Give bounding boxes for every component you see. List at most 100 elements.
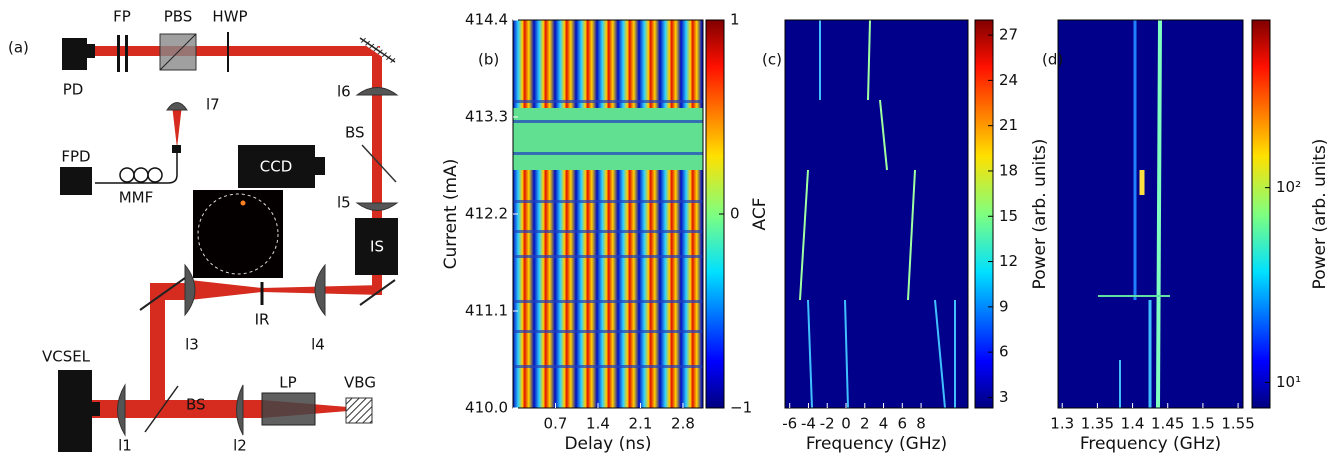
x-tick-label: 0 <box>841 415 851 433</box>
colorbar-tick-label: 1 <box>730 11 740 29</box>
colorbar <box>1251 19 1271 409</box>
panel-label: (a) <box>8 39 29 57</box>
camera-image <box>193 190 283 278</box>
integrating-sphere <box>355 218 398 275</box>
colorbar-tick-label: 3 <box>999 388 1009 406</box>
component-label: BS <box>345 124 365 142</box>
colorbar-label: Power (arb. units) <box>1310 139 1330 290</box>
heatmap-image <box>513 108 703 170</box>
component-label: PBS <box>164 8 193 26</box>
x-tick-label: 6 <box>898 415 908 433</box>
lens <box>355 202 399 211</box>
beamsplitter <box>159 33 197 71</box>
heatmap-image <box>513 365 703 368</box>
polarizer <box>261 392 316 426</box>
lens <box>166 102 188 111</box>
component-label: BS <box>186 396 206 414</box>
x-tick-label: 1.5 <box>1191 415 1215 433</box>
heatmap-image <box>907 169 916 301</box>
heatmap-image <box>513 100 703 103</box>
laser <box>58 370 92 452</box>
component-label: FPD <box>61 148 90 166</box>
panel-label: (d) <box>1042 51 1063 69</box>
x-tick-label: 2.1 <box>629 415 653 433</box>
beam <box>150 290 165 410</box>
heatmap-image <box>785 20 968 408</box>
setup-diagram: (a) PD FP PBS HWP l6 BS CCD l5 IS l4 IR … <box>8 8 399 455</box>
beam <box>190 280 382 300</box>
detector <box>62 38 87 70</box>
heatmap-image <box>934 299 946 409</box>
y-tick-label: 411.1 <box>465 302 508 320</box>
fiber <box>133 167 149 183</box>
heatmap-image <box>513 200 703 203</box>
colorbar-tick-label: 21 <box>999 116 1018 134</box>
y-tick-label: 413.3 <box>465 108 508 126</box>
x-tick-label: 1.4 <box>1121 415 1145 433</box>
camera-image <box>240 200 246 206</box>
y-tick-label: 412.2 <box>465 205 508 223</box>
beam <box>372 50 382 295</box>
x-tick-label: 2 <box>860 415 870 433</box>
camera <box>238 145 315 188</box>
fiber <box>119 167 135 183</box>
component-label: l5 <box>337 194 351 212</box>
component-label: l3 <box>185 336 199 354</box>
heatmap-image <box>867 19 871 101</box>
y-tick-label: 414.4 <box>465 11 508 29</box>
heatmap-image <box>513 255 703 258</box>
x-tick-label: 0.7 <box>544 415 568 433</box>
grating <box>345 397 373 424</box>
panel-label: (b) <box>478 51 499 69</box>
heatmap-image <box>513 152 703 155</box>
beam <box>93 46 380 56</box>
heatmap-image <box>513 230 703 233</box>
component-label: l4 <box>311 336 325 354</box>
colorbar-tick-label: 24 <box>999 71 1018 89</box>
colorbar <box>974 19 994 409</box>
colorbar-tick-label: 10¹ <box>1276 373 1301 391</box>
heatmap-image <box>807 299 813 409</box>
lens <box>236 384 244 436</box>
component-label: IR <box>255 311 270 329</box>
colorbar-label: ACF <box>750 198 770 231</box>
mirror <box>359 279 396 306</box>
heatmap-image <box>513 300 703 303</box>
heatmap-image <box>513 120 703 123</box>
x-tick-label: 1.45 <box>1151 415 1184 433</box>
component-label: VBG <box>344 374 376 392</box>
colorbar-tick-label: 0 <box>730 205 740 223</box>
colorbar-tick-label: 12 <box>999 252 1018 270</box>
lens <box>117 383 126 437</box>
fiber-port <box>172 145 181 153</box>
component-label: l7 <box>206 96 220 114</box>
charts: (b) 0.7 1.4 2.1 2.8 Delay (ns) 410.0 411.1 412.2… <box>441 11 1330 455</box>
component-label: FP <box>113 8 131 26</box>
y-axis-label: Current (mA) <box>441 159 461 270</box>
colorbar-tick-label: −1 <box>730 399 752 417</box>
detector <box>87 44 95 58</box>
x-axis-label: Frequency (GHz) <box>1080 434 1221 454</box>
colorbar-tick-label: 18 <box>999 161 1018 179</box>
x-tick-label: 4 <box>879 415 889 433</box>
component-label: PD <box>63 81 84 99</box>
x-axis-label: Delay (ns) <box>564 434 651 454</box>
component-label: l2 <box>233 437 247 455</box>
x-tick-label: 1.3 <box>1050 415 1074 433</box>
x-tick-label: 1.4 <box>586 415 610 433</box>
component-label: MMF <box>119 189 154 207</box>
camera <box>315 157 325 175</box>
lens <box>355 87 399 96</box>
plot-frame <box>1057 19 1244 409</box>
camera-image <box>197 193 279 275</box>
component-label: VCSEL <box>42 348 91 366</box>
x-tick-label: -4 <box>801 415 816 433</box>
mirror <box>139 277 186 311</box>
colorbar-tick-label: 9 <box>999 297 1009 315</box>
panel-label: (c) <box>762 51 782 69</box>
component-label: l1 <box>118 437 132 455</box>
x-tick-label: -2 <box>820 415 835 433</box>
fiber <box>147 167 163 183</box>
x-axis-label: Frequency (GHz) <box>806 434 947 454</box>
x-tick-label: 1.35 <box>1081 415 1114 433</box>
